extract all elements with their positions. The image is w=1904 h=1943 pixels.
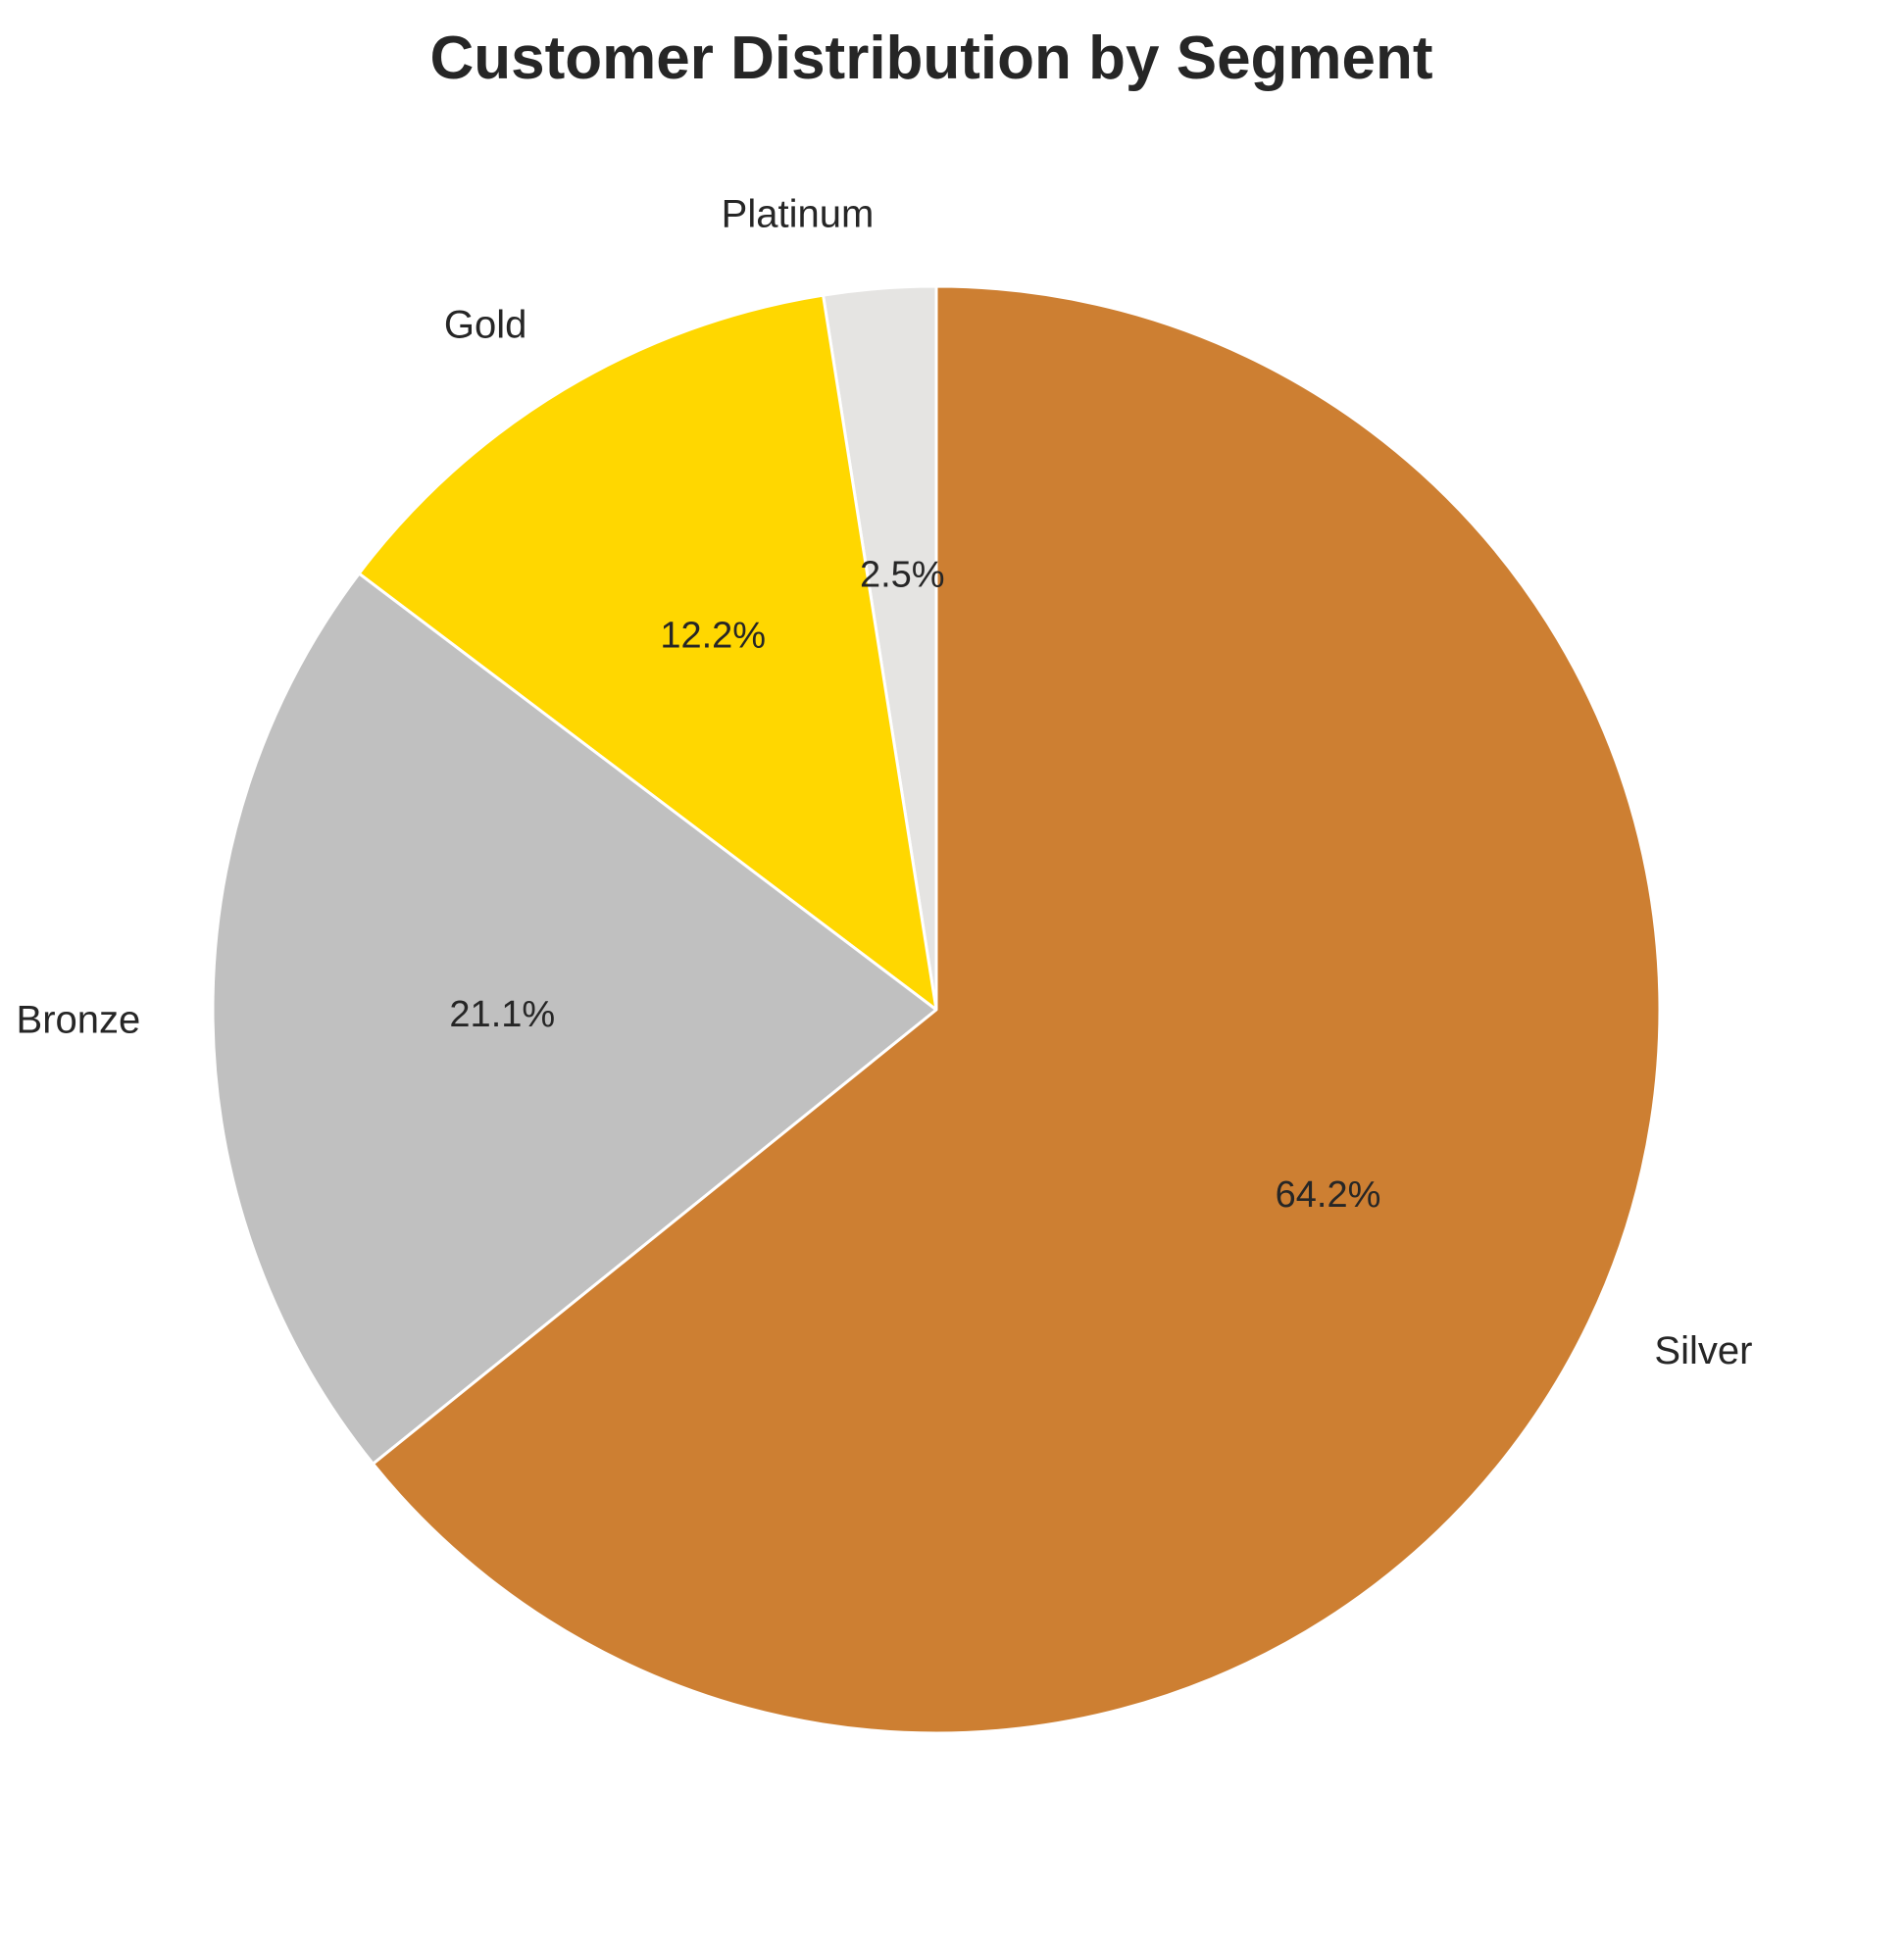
slice-label-bronze: Bronze [17,998,141,1041]
chart-title: Customer Distribution by Segment [429,25,1432,92]
pie-labels: Platinum 2.5% Gold 12.2% Bronze 21.1% Silver 64… [17,192,1753,1372]
pct-label-platinum: 2.5% [860,555,945,596]
pie-slice-gold [357,293,938,1012]
slice-label-silver: Silver [1654,1329,1752,1372]
pie-slice-silver [371,284,1662,1735]
pct-label-bronze: 21.1% [449,994,555,1035]
slice-label-platinum: Platinum [722,192,875,235]
pie-wedges [211,284,1662,1735]
pie-slice-bronze [211,572,938,1466]
pct-label-silver: 64.2% [1276,1174,1381,1216]
slice-label-gold: Gold [444,303,527,346]
pct-label-gold: 12.2% [660,615,766,656]
